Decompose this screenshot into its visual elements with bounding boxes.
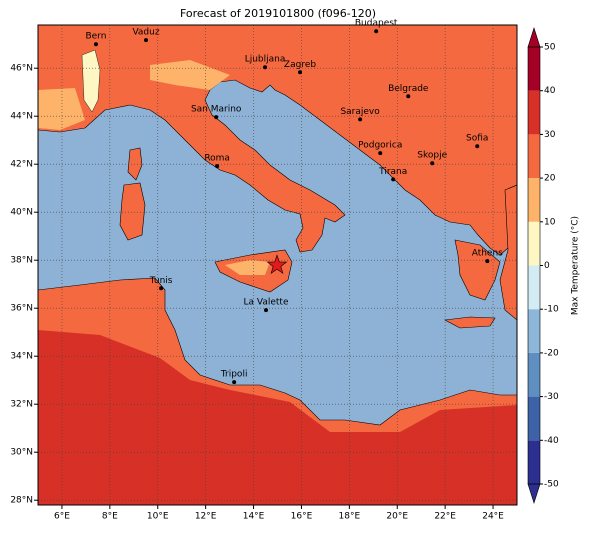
city-dot bbox=[159, 286, 164, 291]
y-tick-label: 38°N bbox=[10, 256, 33, 266]
colorbar-segment bbox=[528, 265, 540, 310]
city-dot bbox=[264, 308, 269, 313]
y-tick-label: 34°N bbox=[10, 352, 33, 362]
x-tick-label: 22°E bbox=[434, 512, 456, 522]
x-tick-label: 20°E bbox=[386, 512, 408, 522]
sardinia bbox=[119, 182, 146, 241]
map-frame bbox=[37, 24, 518, 506]
land-warm-north bbox=[150, 60, 230, 90]
city-label: Tripoli bbox=[220, 370, 248, 380]
land-mild bbox=[81, 49, 101, 113]
city-label: Zagreb bbox=[284, 60, 316, 70]
city-label: Tunis bbox=[149, 276, 173, 286]
colorbar-segment bbox=[528, 178, 540, 222]
land-greece bbox=[454, 239, 501, 301]
y-tick-label: 28°N bbox=[10, 496, 33, 506]
colorbar-segment bbox=[528, 90, 540, 135]
y-tick-label: 46°N bbox=[10, 64, 33, 74]
city-dot bbox=[215, 164, 220, 169]
city-dot bbox=[378, 151, 383, 156]
city-label: Roma bbox=[204, 154, 230, 164]
colorbar-tick-label: -40 bbox=[544, 436, 559, 446]
city-dot bbox=[232, 380, 237, 385]
colorbar-segment bbox=[528, 134, 540, 179]
colorbar-segment bbox=[528, 396, 540, 441]
land-turkey bbox=[499, 184, 517, 321]
colorbar-tick-label: 40 bbox=[544, 86, 556, 96]
city-label: Budapest bbox=[355, 19, 398, 29]
colorbar-tick-label: -20 bbox=[544, 348, 559, 358]
city-label: Vaduz bbox=[132, 28, 159, 38]
city-label: Tirana bbox=[378, 167, 407, 177]
y-tick-label: 44°N bbox=[10, 112, 33, 122]
x-tick-label: 18°E bbox=[339, 512, 361, 522]
city-label: San Marino bbox=[191, 105, 242, 115]
location-marker bbox=[266, 254, 288, 275]
colorbar-extend-bottom bbox=[527, 483, 541, 504]
y-tick-label: 32°N bbox=[10, 400, 33, 410]
city-label: Podgorica bbox=[358, 141, 402, 151]
city-dot bbox=[374, 29, 379, 34]
colorbar-segment bbox=[528, 309, 540, 353]
city-label: Sarajevo bbox=[340, 107, 380, 117]
x-tick-label: 16°E bbox=[291, 512, 313, 522]
y-tick-label: 42°N bbox=[10, 160, 33, 170]
colorbar-tick-label: 0 bbox=[544, 261, 550, 271]
y-tick-label: 30°N bbox=[10, 448, 33, 458]
colorbar-segment bbox=[528, 221, 540, 266]
city-dot bbox=[214, 115, 219, 120]
city-dot bbox=[485, 259, 490, 264]
city-dot bbox=[144, 38, 149, 43]
land-warm bbox=[38, 88, 85, 130]
crete bbox=[444, 316, 496, 329]
city-dot bbox=[263, 65, 268, 70]
x-tick-label: 10°E bbox=[147, 512, 169, 522]
city-label: Belgrade bbox=[388, 84, 429, 94]
city-dot bbox=[358, 117, 363, 122]
city-dot bbox=[430, 161, 435, 166]
title: Forecast of 2019101800 (f096-120) bbox=[180, 7, 376, 20]
city-label: Ljubljana bbox=[245, 55, 286, 65]
x-tick-label: 24°E bbox=[482, 512, 504, 522]
sicily-warm bbox=[225, 260, 270, 275]
colorbar-segment bbox=[528, 47, 540, 91]
colorbar-label: Max Temperature (°C) bbox=[571, 216, 581, 315]
city-label: Skopje bbox=[417, 151, 447, 161]
colorbar-tick-label: -50 bbox=[544, 480, 559, 490]
colorbar-tick-label: -30 bbox=[544, 392, 559, 402]
colorbar-tick-label: 50 bbox=[544, 43, 556, 53]
x-tick-label: 14°E bbox=[243, 512, 265, 522]
city-label: La Valette bbox=[244, 298, 289, 308]
colorbar-segment bbox=[528, 440, 540, 484]
y-tick-label: 36°N bbox=[10, 304, 33, 314]
y-tick-label: 40°N bbox=[10, 208, 33, 218]
colorbar-extend-top bbox=[527, 27, 541, 48]
city-label: Bern bbox=[85, 32, 106, 42]
city-dot bbox=[406, 94, 411, 99]
x-tick-label: 8°E bbox=[102, 512, 118, 522]
city-dot bbox=[298, 70, 303, 75]
city-label: Sofia bbox=[466, 134, 488, 144]
city-dot bbox=[391, 177, 396, 182]
colorbar-tick-label: 20 bbox=[544, 174, 556, 184]
colorbar-tick-label: 30 bbox=[544, 130, 556, 140]
grid bbox=[38, 25, 517, 505]
colorbar-tick-label: -10 bbox=[544, 305, 559, 315]
x-tick-label: 6°E bbox=[54, 512, 70, 522]
city-dot bbox=[475, 144, 480, 149]
colorbar: -50 -40 -30 -20 -10 0 10 20 30 40 50 Max Temperatur… bbox=[527, 27, 581, 504]
city-label: Athens bbox=[472, 249, 503, 259]
colorbar-segment bbox=[528, 352, 540, 397]
colorbar-tick-label: 10 bbox=[544, 217, 556, 227]
x-tick-label: 12°E bbox=[195, 512, 217, 522]
city-dot bbox=[93, 42, 98, 47]
